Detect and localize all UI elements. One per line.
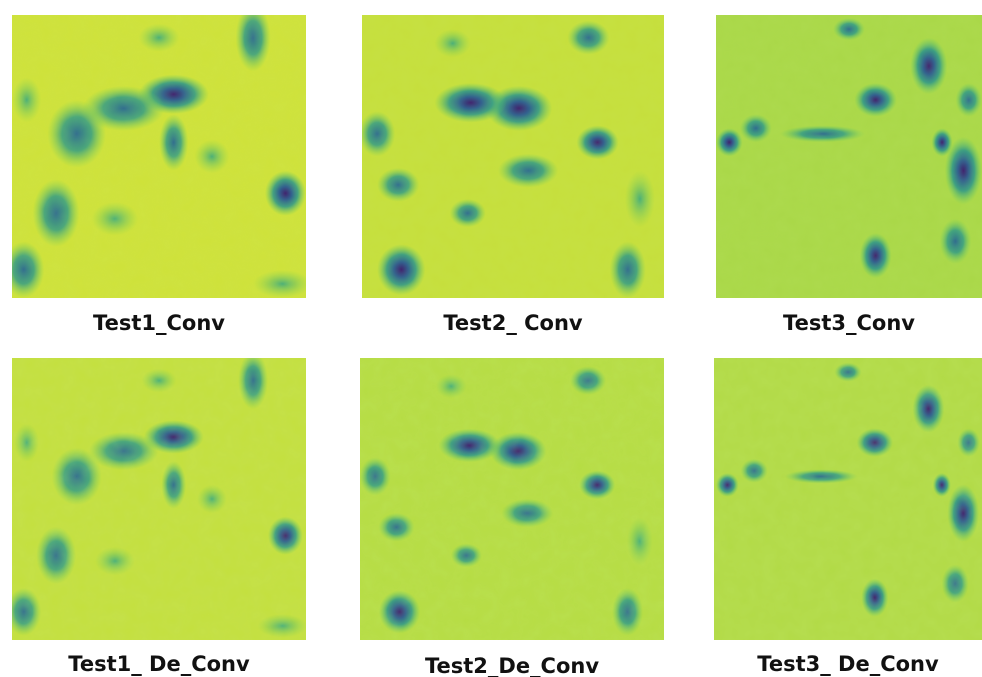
panel-caption: Test3_Conv [783, 311, 915, 335]
feature-map [714, 358, 982, 640]
feature-map [6, 352, 307, 640]
panel: Test1_ De_Conv [6, 352, 307, 676]
panel: Test2_ Conv [359, 15, 664, 335]
page: Test1_Conv Test2_ Conv Test3_Conv Test1_ De… [0, 0, 982, 677]
feature-map [360, 358, 664, 640]
feature-map [716, 15, 982, 298]
feature-map [3, 4, 312, 298]
panel-caption: Test1_ De_Conv [68, 652, 250, 676]
panel-caption: Test2_De_Conv [425, 654, 599, 677]
panel-caption: Test3_ De_Conv [757, 652, 939, 676]
map-texture [362, 15, 664, 298]
panel: Test3_Conv [716, 15, 982, 335]
map-texture [360, 358, 664, 640]
map-texture [714, 358, 982, 640]
map-texture [716, 15, 982, 298]
figure: Test1_Conv Test2_ Conv Test3_Conv Test1_ De… [0, 0, 982, 677]
panel: Test1_Conv [3, 4, 312, 335]
panel: Test2_De_Conv [360, 358, 664, 677]
feature-map [359, 15, 664, 298]
panel: Test3_ De_Conv [714, 358, 982, 676]
map-texture [12, 358, 306, 640]
panel-caption: Test2_ Conv [443, 311, 583, 335]
panel-caption: Test1_Conv [93, 311, 225, 335]
map-texture [12, 15, 306, 298]
